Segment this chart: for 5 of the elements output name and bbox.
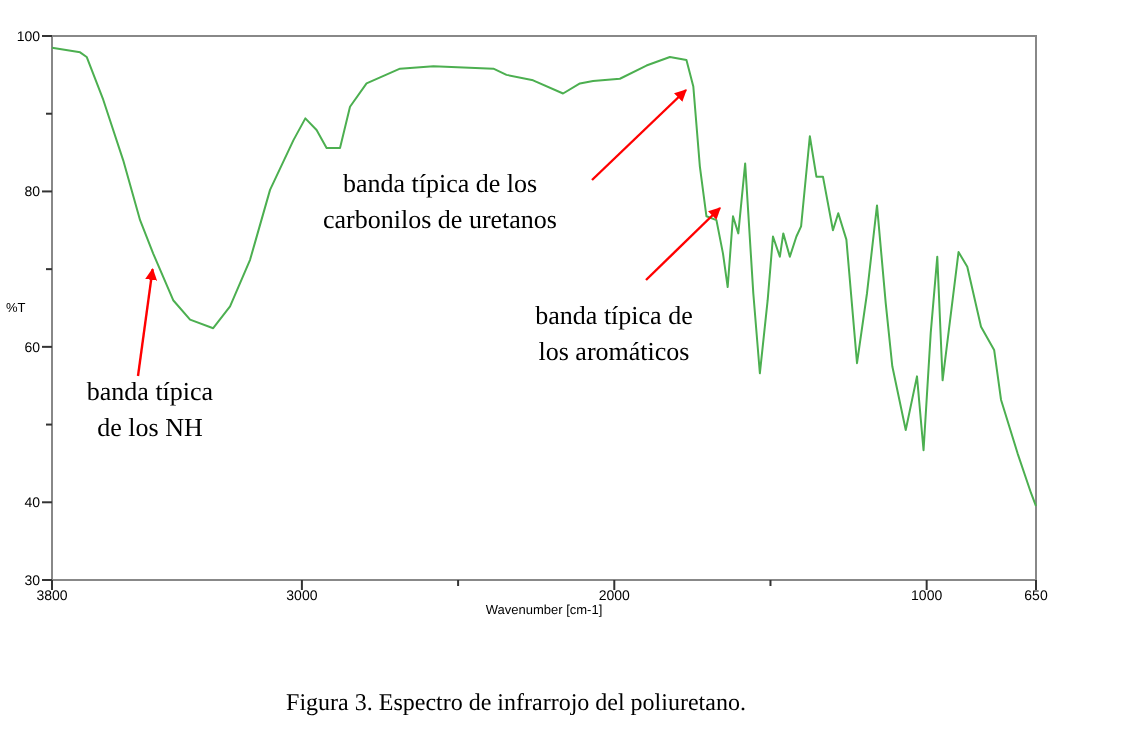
annotation: banda típica de los NH (86, 376, 214, 442)
line-series (51, 46, 1037, 508)
annotation: banda típica de los carbonilos de uretanos (323, 168, 557, 234)
annotation: banda típica de los aromáticos (535, 300, 694, 366)
text: Figura 3. Espectro de infrarrojo del poliuretano. (286, 688, 746, 716)
